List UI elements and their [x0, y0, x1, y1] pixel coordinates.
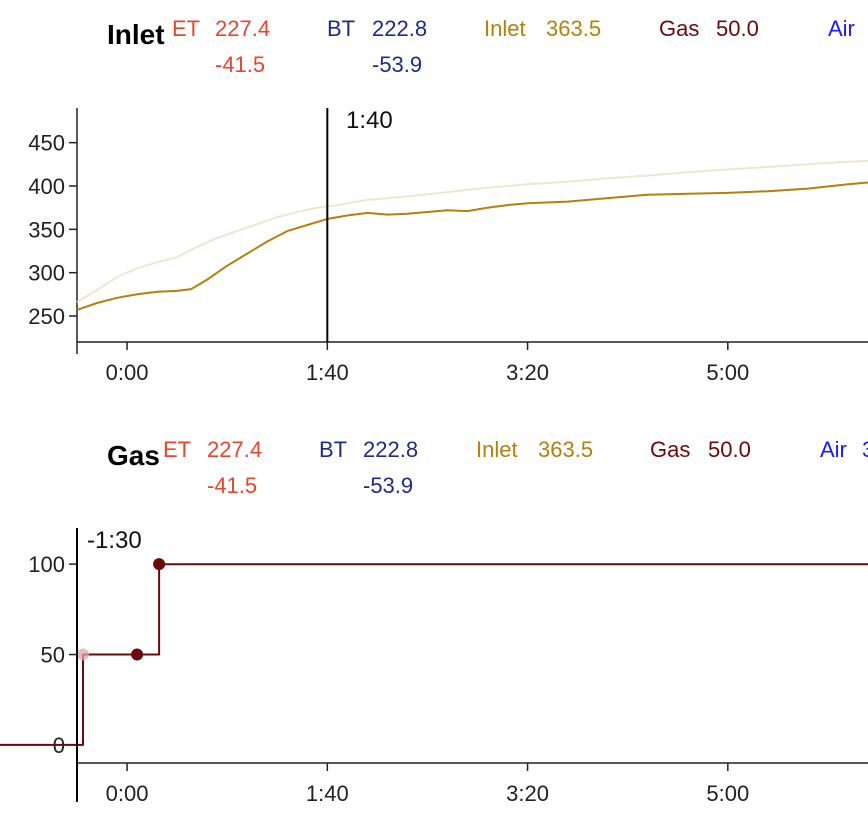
- y-tick-label: 400: [28, 174, 65, 199]
- chart-title: Gas: [107, 440, 160, 471]
- x-tick-label: 3:20: [506, 781, 549, 806]
- y-tick-label: 350: [28, 217, 65, 242]
- series-line-gas: [0, 563, 868, 746]
- legend-gas-name: Gas: [659, 16, 699, 41]
- point-marker: [131, 648, 144, 661]
- legend-gas-value: 50.0: [708, 437, 751, 462]
- y-tick-label: 250: [28, 304, 65, 329]
- legend-et-name: ET: [172, 16, 200, 41]
- x-tick-label: 5:00: [706, 781, 749, 806]
- legend-bt-name: BT: [327, 16, 355, 41]
- readout-legend: ET 227.4 -41.5 BT 222.8 -53.9 Inlet 363.…: [163, 437, 868, 498]
- inlet-chart: Inlet ET 227.4 -41.5 BT 222.8 -53.9 Inle…: [28, 16, 868, 385]
- legend-bt-name: BT: [319, 437, 347, 462]
- readout-legend: ET 227.4 -41.5 BT 222.8 -53.9 Inlet 363.…: [172, 16, 855, 77]
- legend-inlet-value: 363.5: [546, 16, 601, 41]
- gas-chart: Gas ET 227.4 -41.5 BT 222.8 -53.9 Inlet …: [0, 437, 868, 806]
- legend-bt-delta: -53.9: [363, 473, 413, 498]
- series-group: [0, 558, 868, 746]
- faded-point-marker: [77, 648, 90, 661]
- legend-inlet-name: Inlet: [484, 16, 526, 41]
- legend-gas-value: 50.0: [716, 16, 759, 41]
- y-tick-label: 450: [28, 131, 65, 156]
- point-marker: [153, 558, 166, 571]
- inlet-plot-area[interactable]: 250 300 350 400 450 0:00 1:40 3:20 5:00: [28, 108, 868, 385]
- chart-title: Inlet: [107, 19, 165, 50]
- cursor-time-label: 1:40: [346, 107, 393, 134]
- x-tick-label: 3:20: [506, 360, 549, 385]
- x-tick-label: 1:40: [306, 360, 349, 385]
- legend-gas-name: Gas: [650, 437, 690, 462]
- series-group: [76, 159, 868, 311]
- x-tick-label: 0:00: [106, 360, 149, 385]
- legend-et-delta: -41.5: [215, 52, 265, 77]
- legend-bt-value: 222.8: [363, 437, 418, 462]
- legend-et-value: 227.4: [207, 437, 262, 462]
- legend-et-value: 227.4: [215, 16, 270, 41]
- y-tick-label: 50: [41, 643, 65, 668]
- y-tick-label: 300: [28, 261, 65, 286]
- x-tick-label: 1:40: [306, 781, 349, 806]
- legend-et-delta: -41.5: [207, 473, 257, 498]
- x-tick-label: 0:00: [106, 781, 149, 806]
- y-tick-label: 100: [28, 552, 65, 577]
- legend-air-name: Air: [828, 16, 855, 41]
- cursor-time-label: -1:30: [87, 527, 142, 554]
- legend-bt-delta: -53.9: [372, 52, 422, 77]
- series-line-inlet_light: [76, 159, 868, 303]
- legend-air-value: 3: [862, 437, 868, 462]
- series-line-inlet: [76, 181, 868, 311]
- legend-et-name: ET: [163, 437, 191, 462]
- x-tick-label: 5:00: [706, 360, 749, 385]
- legend-inlet-value: 363.5: [538, 437, 593, 462]
- legend-bt-value: 222.8: [372, 16, 427, 41]
- legend-inlet-name: Inlet: [476, 437, 518, 462]
- legend-air-name: Air: [820, 437, 847, 462]
